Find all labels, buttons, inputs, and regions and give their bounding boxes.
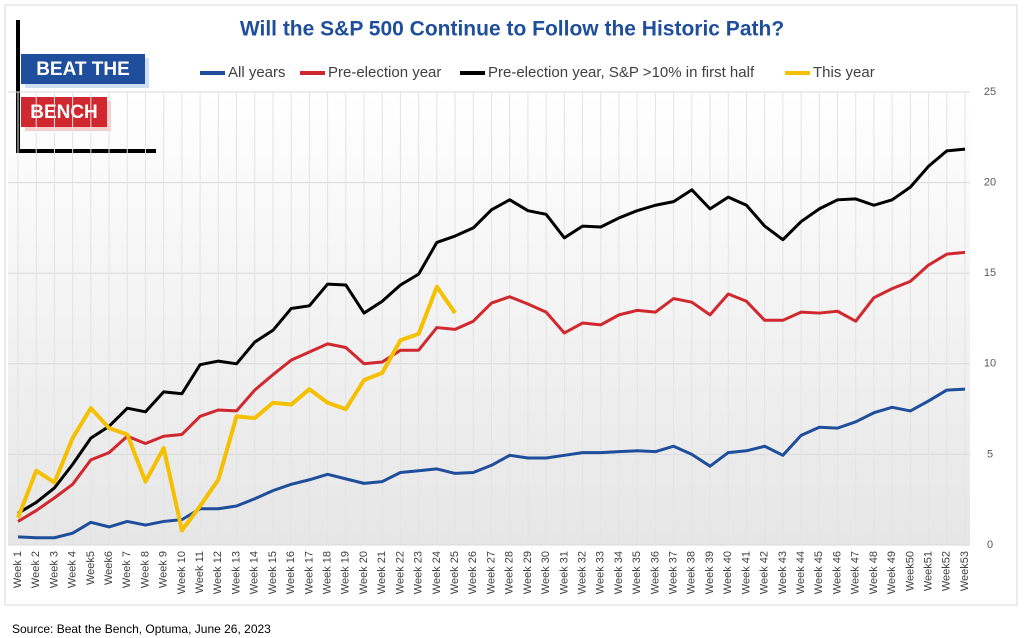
x-tick-label: Week 3	[48, 551, 60, 588]
x-tick-label: Week 30	[540, 551, 552, 594]
legend-label: Pre-election year	[328, 64, 441, 81]
x-tick-label: Week 37	[668, 551, 680, 594]
chart-title: Will the S&P 500 Continue to Follow the …	[240, 18, 784, 41]
x-tick-label: Week 40	[722, 551, 734, 594]
x-tick-label: Week 7	[121, 551, 133, 588]
x-tick-label: Week 21	[376, 551, 388, 594]
x-tick-label: Week 31	[558, 551, 570, 594]
series-line	[17, 147, 966, 515]
x-tick-label: Week 36	[649, 551, 661, 594]
x-tick-label: Week 20	[358, 551, 370, 594]
plot-area	[8, 92, 970, 545]
logo-box	[21, 97, 107, 127]
x-tick-label: Week 17	[303, 551, 315, 594]
x-tick-label: Week 18	[322, 551, 334, 594]
series-line	[17, 387, 966, 540]
x-tick-label: Week51	[922, 551, 934, 591]
y-tick-label: 10	[984, 358, 996, 370]
x-tick-label: Week5	[85, 551, 97, 585]
x-tick-label: Week 44	[795, 551, 807, 594]
x-tick-label: Week 15	[267, 551, 279, 594]
x-tick-label: Week 48	[868, 551, 880, 594]
x-tick-label: Week 13	[230, 551, 242, 594]
x-tick-label: Week 12	[212, 551, 224, 594]
legend-item: Pre-election year, S&P >10% in first hal…	[460, 64, 755, 81]
x-tick-label: Week 10	[176, 551, 188, 594]
x-tick-label: Week 32	[576, 551, 588, 594]
x-tick-label: Week 27	[485, 551, 497, 594]
x-tick-label: Week 35	[631, 551, 643, 594]
logo-text: BEAT THE	[36, 59, 130, 80]
x-tick-label: Week 38	[686, 551, 698, 594]
x-tick-label: Week 2	[30, 551, 42, 588]
x-tick-label: Week 29	[522, 551, 534, 594]
x-tick-label: Week 9	[158, 551, 170, 588]
x-tick-label: Week 41	[740, 551, 752, 594]
y-tick-label: 15	[984, 267, 996, 279]
logo-text: BENCH	[30, 102, 98, 123]
x-tick-label: Week 8	[139, 551, 151, 588]
legend-item: Pre-election year	[300, 64, 441, 81]
series-line	[17, 250, 966, 523]
x-tick-label: Week 1	[12, 551, 24, 588]
x-tick-label: Week6	[103, 551, 115, 585]
x-tick-label: Week50	[904, 551, 916, 591]
x-tick-label: Week 11	[194, 551, 206, 593]
y-tick-label: 5	[987, 448, 993, 460]
x-tick-label: Week 33	[595, 551, 607, 594]
x-tick-label: Week 16	[285, 551, 297, 594]
x-tick-label: Week 49	[886, 551, 898, 594]
logo-box	[21, 54, 145, 84]
legend-label: This year	[813, 64, 875, 81]
legend-item: This year	[785, 64, 875, 81]
x-tick-label: Week53	[959, 551, 971, 591]
x-tick-label: Week 28	[504, 551, 516, 594]
x-tick-label: Week 19	[340, 551, 352, 594]
x-tick-label: Week52	[941, 551, 953, 591]
x-tick-label: Week 14	[249, 551, 261, 594]
x-tick-label: Week 47	[850, 551, 862, 594]
legend-label: Pre-election year, S&P >10% in first hal…	[488, 64, 755, 81]
x-tick-label: Week 45	[813, 551, 825, 594]
y-tick-label: 20	[984, 177, 996, 189]
x-tick-label: Week 39	[704, 551, 716, 594]
x-tick-label: Week 23	[413, 551, 425, 594]
source-note: Source: Beat the Bench, Optuma, June 26,…	[12, 622, 271, 636]
y-tick-label: 0	[987, 539, 993, 551]
x-tick-label: Week 26	[467, 551, 479, 594]
series-line	[16, 284, 457, 533]
x-tick-label: Week 22	[394, 551, 406, 594]
x-tick-label: Week 42	[759, 551, 771, 594]
legend-item: All years	[200, 64, 286, 81]
x-tick-label: Week 43	[777, 551, 789, 594]
x-tick-label: Week 4	[67, 551, 79, 588]
x-tick-label: Week 24	[431, 551, 443, 594]
x-tick-label: Week 46	[831, 551, 843, 594]
legend-label: All years	[228, 64, 286, 81]
y-tick-label: 25	[984, 86, 996, 98]
x-tick-label: Week 34	[613, 551, 625, 594]
x-tick-label: Week 25	[449, 551, 461, 594]
